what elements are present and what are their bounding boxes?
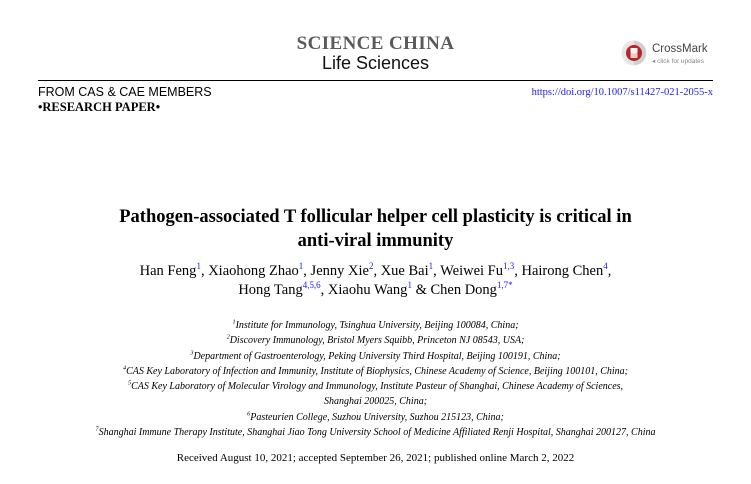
affiliation: 7Shanghai Immune Therapy Institute, Shan…	[38, 425, 713, 440]
affiliation-number: 3	[190, 349, 194, 357]
paper-title-line: anti-viral immunity	[297, 231, 454, 251]
header-divider	[38, 80, 713, 81]
author-affil-ref[interactable]: 1	[196, 261, 201, 272]
affiliation: 6Pasteurien College, Suzhou University, …	[38, 410, 713, 425]
crossmark-sub-text: click for updates	[657, 58, 705, 65]
affiliation: 5CAS Key Laboratory of Molecular Virolog…	[38, 379, 713, 394]
paper-type: •RESEARCH PAPER•	[38, 100, 161, 114]
author-name: Han Feng	[139, 263, 197, 279]
affiliation: 3Department of Gastroenterology, Peking …	[38, 349, 713, 364]
publication-dates: Received August 10, 2021; accepted Septe…	[176, 452, 575, 464]
affiliation-text: Institute for Immunology, Tsinghua Unive…	[235, 320, 519, 331]
author-separator: ,	[200, 263, 209, 279]
author-affil-ref[interactable]: 2	[368, 261, 374, 272]
author-name: Chen Dong	[430, 282, 497, 298]
author-name: Weiwei Fu	[440, 263, 503, 279]
affiliation-number: 6	[247, 410, 251, 418]
affiliation-text: Pasteurien College, Suzhou University, S…	[250, 411, 504, 423]
paper-title-line: Pathogen-associated T follicular helper …	[119, 207, 632, 227]
author-separator: ,	[320, 282, 328, 298]
affiliation: 4CAS Key Laboratory of Infection and Imm…	[38, 364, 713, 379]
affiliation-number: 4	[122, 364, 127, 372]
author-affil-ref[interactable]: 1	[428, 261, 434, 272]
journal-subtitle: Life Sciences	[321, 53, 430, 73]
affiliation: 1Institute for Immunology, Tsinghua Univ…	[38, 318, 713, 333]
crossmark-badge[interactable]: CrossMark ◂ click for updates	[621, 39, 717, 69]
author-name: Xiaohong Zhao	[208, 263, 299, 279]
author-affil-ref[interactable]: 4,5,6	[302, 280, 321, 291]
author-separator: ,	[514, 263, 522, 279]
author-separator: &	[411, 282, 431, 298]
crossmark-label: CrossMark	[652, 43, 708, 55]
crossmark-sublabel: ◂ click for updates	[652, 58, 705, 65]
author-separator: ,	[433, 263, 441, 279]
author-affil-ref[interactable]: 1	[407, 280, 412, 291]
author-name: Jenny Xie	[310, 263, 369, 279]
author-affil-ref[interactable]: 1,3	[502, 261, 515, 272]
author-separator: ,	[303, 263, 311, 279]
author-name: Hong Tang	[238, 282, 303, 298]
affiliation-text: CAS Key Laboratory of Molecular Virology…	[131, 381, 624, 393]
affiliation-number: 7	[95, 425, 99, 433]
affiliation-number: 5	[127, 379, 132, 387]
author-affil-ref[interactable]: 1	[298, 261, 304, 272]
affiliation-text: Department of Gastroenterology, Peking U…	[193, 350, 561, 362]
crossmark-icon	[621, 40, 647, 66]
affiliation-continuation: Shanghai 200025, China;	[38, 394, 713, 409]
author-separator: ,	[373, 263, 381, 279]
affiliation: 2Discovery Immunology, Bristol Myers Squ…	[38, 333, 713, 348]
journal-title: SCIENCE CHINA	[296, 33, 455, 54]
paper-title: Pathogen-associated T follicular helper …	[38, 205, 713, 253]
affiliation-text: Discovery Immunology, Bristol Myers Squi…	[229, 335, 525, 347]
author-affil-ref[interactable]: 1,7*	[496, 280, 513, 291]
author-name: Hairong Chen	[521, 263, 604, 279]
section-label: FROM CAS & CAE MEMBERS	[38, 85, 212, 99]
author-line: Hong Tang4,5,6, Xiaohu Wang1 & Chen Dong…	[38, 281, 713, 300]
author-name: Xiaohu Wang	[327, 282, 408, 298]
author-list: Han Feng1, Xiaohong Zhao1, Jenny Xie2, X…	[38, 262, 713, 300]
affiliation-number: 2	[226, 333, 230, 341]
affiliation-list: 1Institute for Immunology, Tsinghua Univ…	[38, 318, 713, 440]
affiliation-text: Shanghai 200025, China;	[323, 396, 428, 408]
affiliation-text: Shanghai Immune Therapy Institute, Shang…	[98, 427, 656, 439]
affiliation-number: 1	[232, 318, 236, 326]
author-line: Han Feng1, Xiaohong Zhao1, Jenny Xie2, X…	[38, 262, 713, 281]
author-name: Xue Bai	[380, 263, 429, 279]
author-affil-ref[interactable]: 4	[603, 261, 608, 272]
author-separator: ,	[607, 263, 612, 279]
affiliation-text: CAS Key Laboratory of Infection and Immu…	[126, 365, 629, 377]
doi-link[interactable]: https://doi.org/10.1007/s11427-021-2055-…	[531, 87, 713, 98]
